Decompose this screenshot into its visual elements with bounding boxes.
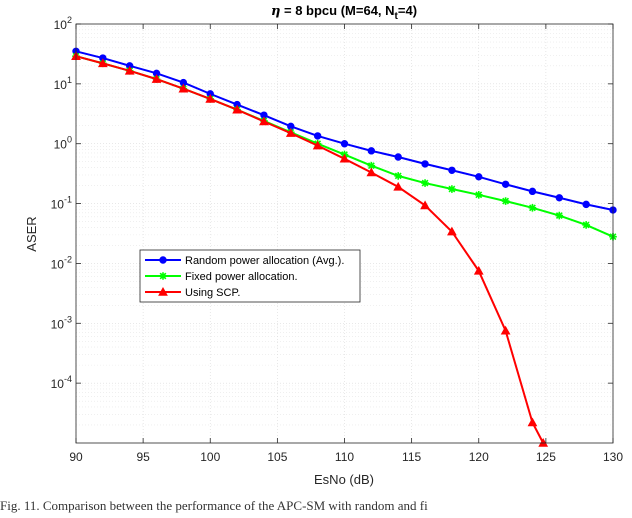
x-tick-label: 105	[267, 450, 287, 464]
title-main: = 8 bpcu (M=64, N	[280, 3, 394, 18]
y-axis-label: ASER	[24, 216, 39, 251]
data-point	[367, 161, 376, 170]
x-tick-label: 90	[69, 450, 83, 464]
x-tick-label: 100	[200, 450, 220, 464]
data-point	[475, 173, 483, 181]
data-point	[393, 181, 404, 191]
x-tick-label: 115	[402, 450, 421, 464]
data-point	[421, 160, 429, 168]
data-point	[124, 65, 135, 75]
title-eta: η	[271, 4, 280, 19]
data-point	[259, 116, 269, 126]
data-point	[285, 128, 296, 137]
data-point	[582, 221, 590, 229]
legend-label: Random power allocation (Avg.).	[185, 255, 344, 267]
y-tick-label: 10-1	[51, 195, 72, 212]
x-tick-label: 120	[469, 450, 489, 464]
x-axis-label: EsNo (dB)	[314, 472, 374, 487]
data-point	[474, 191, 483, 199]
data-point	[448, 166, 456, 174]
x-tick-label: 125	[536, 450, 556, 464]
data-point	[528, 187, 537, 196]
data-point	[97, 58, 108, 68]
y-tick-label: 10-3	[51, 314, 72, 331]
data-point	[500, 325, 511, 335]
data-point	[151, 74, 162, 83]
legend: Random power allocation (Avg.). Fixed pow…	[139, 249, 361, 303]
x-tick-label: 130	[603, 450, 623, 464]
x-tick-label: 110	[335, 450, 354, 464]
data-point	[232, 104, 242, 114]
title-end: =4)	[398, 3, 417, 18]
data-point	[538, 437, 549, 447]
y-tick-label: 102	[54, 15, 72, 32]
legend-label: Fixed power allocation.	[185, 271, 298, 283]
data-point	[339, 153, 350, 163]
data-point	[158, 286, 168, 296]
data-point	[313, 132, 322, 140]
data-point	[473, 265, 484, 275]
data-point	[205, 93, 216, 103]
chart: 90 95 100 105 110 115 120 125 130 10210110010-11…	[24, 3, 623, 487]
series-3	[71, 51, 549, 447]
data-point	[528, 203, 537, 212]
data-point	[527, 417, 538, 427]
data-point	[366, 167, 377, 177]
data-point	[447, 226, 457, 236]
data-point	[448, 185, 456, 193]
y-axis: 102 101 100 10-1 10-2 10-3 10-4	[51, 15, 613, 391]
legend-label: Using SCP.	[185, 287, 240, 299]
chart-title: η = 8 bpcu (M=64, Nt=4)	[271, 3, 417, 22]
y-tick-label: 10-2	[51, 254, 72, 271]
data-point	[501, 180, 510, 188]
data-point	[367, 147, 376, 155]
figure-caption: Fig. 11. Comparison between the performa…	[0, 498, 428, 513]
x-axis: 90 95 100 105 110 115 120 125 130	[69, 24, 623, 464]
data-point	[312, 140, 323, 150]
x-tick-label: 95	[136, 450, 150, 464]
data-point	[501, 197, 510, 205]
y-tick-label: 10-4	[51, 374, 72, 391]
data-point	[394, 153, 402, 161]
data-point	[159, 256, 167, 264]
data-point	[340, 140, 349, 148]
data-point	[421, 179, 429, 187]
y-tick-label: 101	[54, 75, 72, 92]
data-point	[582, 200, 590, 209]
data-point	[178, 83, 189, 93]
data-point	[394, 172, 402, 180]
y-tick-label: 100	[54, 135, 72, 152]
title-subscript: t	[395, 11, 399, 22]
data-point	[555, 194, 563, 202]
data-point	[555, 211, 564, 220]
series-1	[72, 47, 617, 214]
data-point	[159, 272, 167, 280]
data-point	[420, 200, 430, 210]
